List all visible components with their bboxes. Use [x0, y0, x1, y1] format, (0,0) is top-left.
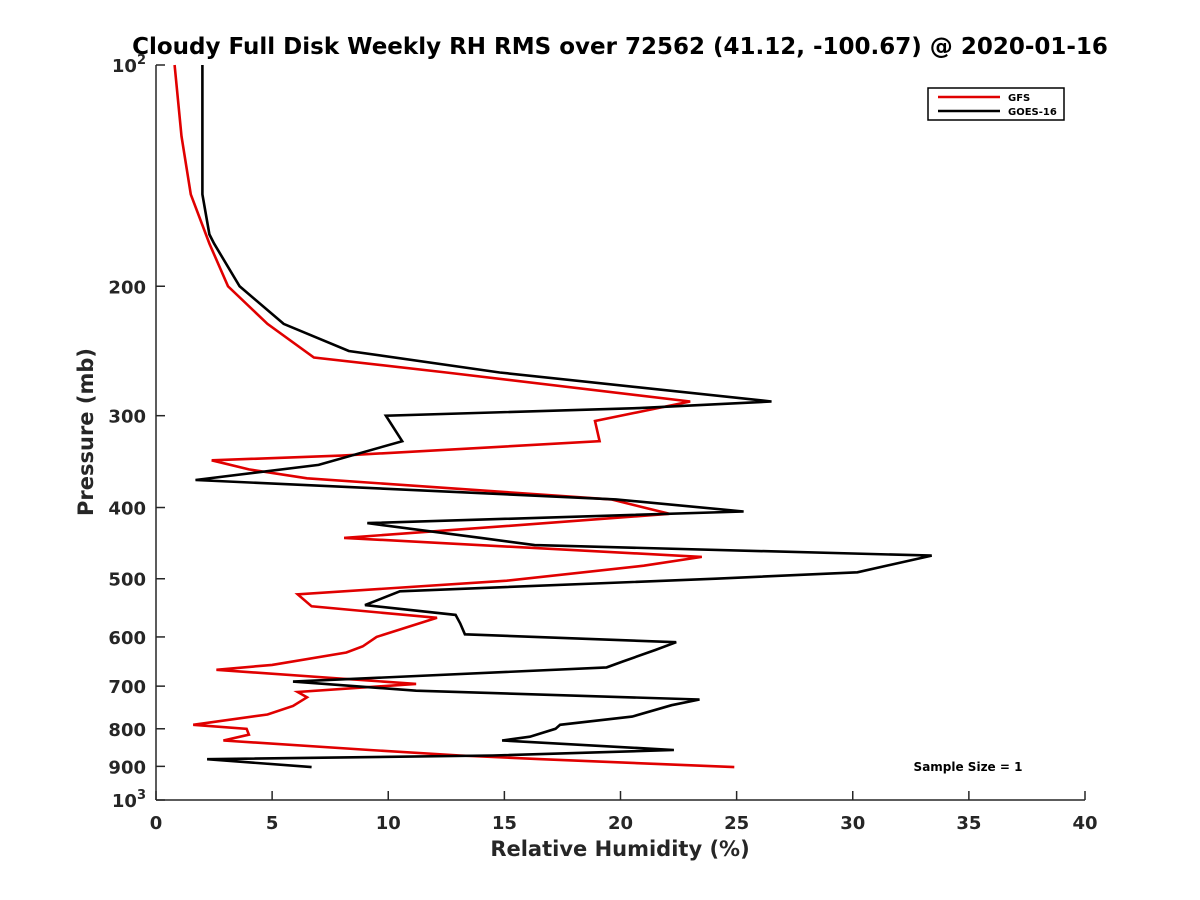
y-tick-label: 102 — [112, 53, 146, 77]
x-tick-label: 10 — [376, 813, 401, 834]
x-tick-label: 0 — [150, 813, 163, 834]
legend-box — [927, 87, 1065, 121]
sample-size-annotation: Sample Size = 1 — [914, 760, 1023, 774]
x-tick-label: 40 — [1072, 813, 1097, 834]
y-axis-ticks: 102 200 300 400 500 600 700 800 900 103 — [108, 53, 165, 812]
x-tick-label: 30 — [840, 813, 865, 834]
legend-label-goes16: GOES-16 — [1008, 107, 1057, 118]
x-tick-label: 35 — [956, 813, 981, 834]
y-tick-label: 400 — [108, 499, 146, 520]
y-tick-label: 200 — [108, 277, 146, 298]
data-series — [173, 64, 932, 769]
y-tick-label: 800 — [108, 720, 146, 741]
chart-title: Cloudy Full Disk Weekly RH RMS over 7256… — [132, 34, 1108, 60]
x-tick-label: 20 — [608, 813, 633, 834]
y-tick-label: 300 — [108, 407, 146, 428]
x-axis-label: Relative Humidity (%) — [490, 837, 749, 861]
y-tick-label: 700 — [108, 677, 146, 698]
y-tick-label: 900 — [108, 757, 146, 778]
axes — [155, 65, 1085, 801]
series-line-goes16 — [195, 65, 932, 769]
x-tick-label: 5 — [266, 813, 279, 834]
y-tick-label: 500 — [108, 570, 146, 591]
y-axis-label: Pressure (mb) — [74, 348, 98, 516]
x-tick-label: 15 — [492, 813, 517, 834]
series-line-gfs — [173, 64, 735, 769]
x-axis-ticks: 0 5 10 15 20 25 30 35 40 — [150, 791, 1098, 834]
y-tick-label: 600 — [108, 628, 146, 649]
legend: GFS GOES-16 — [927, 87, 1065, 121]
y-tick-label: 103 — [112, 788, 146, 812]
legend-label-gfs: GFS — [1008, 93, 1030, 104]
x-tick-label: 25 — [724, 813, 749, 834]
